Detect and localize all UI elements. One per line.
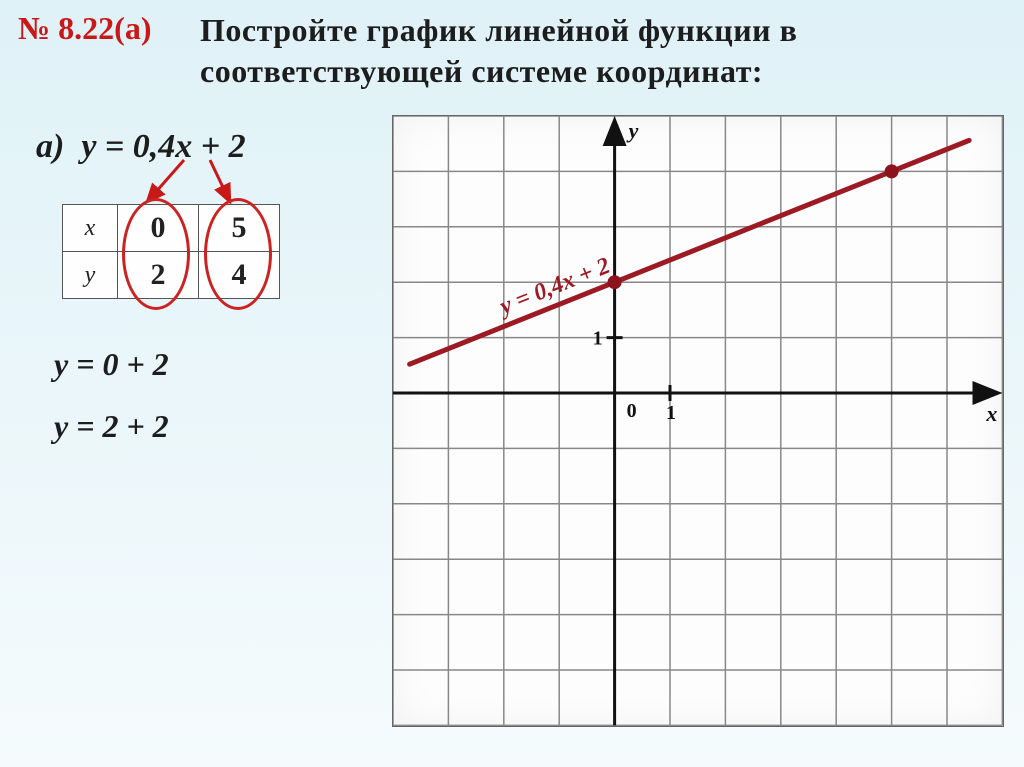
xy-table: x 0 5 y 2 4 (62, 204, 280, 299)
table-header-y: y (63, 252, 118, 299)
part-prefix: а) (36, 128, 64, 165)
axes: y x 0 1 1 (393, 118, 997, 725)
part-eq-text: y = 0,4x + 2 (81, 128, 245, 165)
table-cell: 0 (118, 205, 199, 252)
svg-text:x: x (985, 401, 997, 426)
svg-text:y: y (626, 118, 639, 143)
table-row-x: x 0 5 (63, 205, 280, 252)
graph-svg: y x 0 1 1 y = 0,4x + 2 (393, 116, 1003, 726)
coordinate-graph: y x 0 1 1 y = 0,4x + 2 (392, 115, 1004, 727)
page: № 8.22(а) Постройте график линейной функ… (0, 0, 1024, 767)
grid (393, 116, 1002, 725)
problem-number: № 8.22(а) (18, 10, 151, 47)
table-cell: 4 (199, 252, 280, 299)
table-header-x: x (63, 205, 118, 252)
svg-text:y = 0,4x + 2: y = 0,4x + 2 (494, 253, 614, 321)
calc-line-2: y = 2 + 2 (54, 408, 169, 445)
table-cell: 2 (118, 252, 199, 299)
table-cell: 5 (199, 205, 280, 252)
function-line: y = 0,4x + 2 (410, 140, 970, 364)
svg-text:1: 1 (666, 402, 676, 424)
calc-line-1: y = 0 + 2 (54, 346, 169, 383)
table-row-y: y 2 4 (63, 252, 280, 299)
svg-text:1: 1 (593, 328, 603, 350)
svg-text:0: 0 (627, 400, 637, 422)
part-equation: а) y = 0,4x + 2 (36, 128, 246, 166)
problem-text: Постройте график линейной функции в соот… (200, 10, 990, 92)
